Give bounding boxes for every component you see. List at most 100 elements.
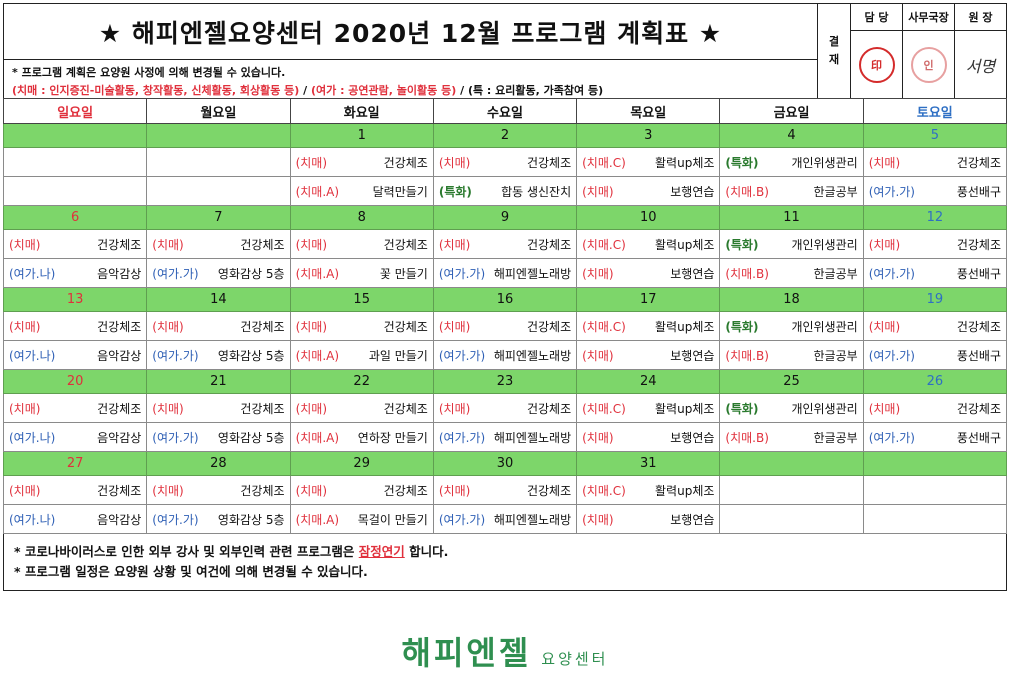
activity-category: (여가.가) [152,430,199,445]
activity: (치매) 건강체조 [439,154,571,171]
activity-cell [862,504,1008,534]
approval-col-staff: 담 당 印 [851,4,903,98]
activity-name: 건강체조 [526,155,572,170]
activity-name: 건강체조 [240,401,285,416]
notes: * 프로그램 계획은 요양원 사정에 의해 변경될 수 있습니다. (치매 : … [4,60,817,98]
activity-category: (여가.가) [868,184,915,199]
activity-cell: (치매.C) 활력up체조 [576,147,721,177]
activity-category: (치매) [152,237,184,252]
activity-category: (치매) [295,401,328,416]
stamp-icon: 인 [910,46,947,83]
activity-name: 보행연습 [670,512,715,527]
activity: (여가.가) 풍선배구 [869,183,1001,200]
activity-cell: (치매) 건강체조 [432,311,578,341]
activity: (여가.가) 영화감상 5층 [152,347,284,364]
activity-name: 활력up체조 [655,483,715,498]
activity-cell [146,176,291,206]
activity: (치매.A) 연하장 만들기 [296,429,428,446]
activity-category: (특화) [725,319,759,334]
activity-name: 개인위생관리 [791,319,858,334]
activity: (치매) 건강체조 [152,482,284,499]
date-cell: 4 [719,123,864,148]
activity: (치매) 보행연습 [582,347,714,364]
activity-cell: (치매.C) 활력up체조 [576,311,721,341]
activity: (치매) 보행연습 [582,183,714,200]
activity-category: (치매) [582,266,614,281]
activity-name: 해피엔젤노래방 [493,348,572,363]
activity-category: (특화) [725,237,759,252]
activity: (여가.가) 영화감상 5층 [152,265,284,282]
header: ★ 해피엔젤요양센터 2020년 12월 프로그램 계획표 ★ * 프로그램 계… [3,3,1007,98]
activity-name: 개인위생관리 [791,401,858,416]
activity-cell: (여가.가) 해피엔젤노래방 [432,504,578,534]
activity-cell: (치매) 보행연습 [576,422,721,452]
activity: (치매) 건강체조 [869,236,1001,253]
day-wednesday: 수요일 [432,98,578,124]
activity: (여가.가) 풍선배구 [869,265,1001,282]
activity-cell: (치매.B) 한글공부 [719,340,864,370]
activity: (여가.가) 해피엔젤노래방 [439,265,571,282]
activity-name: 영화감상 5층 [217,266,285,281]
activity: (치매) 건강체조 [152,318,284,335]
activity: (치매) 건강체조 [439,400,571,417]
activity-row: (치매) 건강체조 (치매) 건강체조 (치매) 건강체조 (치매) 건강체조 (치매.C) 활력… [2,311,1008,341]
activity: (여가.가) 해피엔젤노래방 [439,429,571,446]
activity-name: 건강체조 [526,401,572,416]
activity-row: (치매.A) 달력만들기 (특화) 합동 생신잔치 (치매) 보행연습 (치매.B) 한글공부… [2,176,1008,206]
activity: (치매) 건강체조 [296,318,428,335]
activity-cell: (치매) 건강체조 [862,229,1008,259]
activity-cell: (여가.가) 해피엔젤노래방 [432,422,578,452]
activity-name: 풍선배구 [956,430,1001,445]
activity-name: 건강체조 [383,155,428,170]
activity-category: (치매.C) [582,237,626,252]
activity-category: (치매) [152,401,184,416]
activity-name: 활력up체조 [655,319,715,334]
day-saturday: 토요일 [862,98,1008,124]
activity-cell: (치매) 건강체조 [862,147,1008,177]
approval-manager-box: 인 [903,31,954,98]
stamp-icon: 印 [858,46,895,83]
activity: (치매.C) 활력up체조 [582,400,714,417]
activity-cell: (치매.C) 활력up체조 [576,393,721,423]
activity-category: (치매) [438,319,471,334]
activity-name: 건강체조 [526,237,572,252]
date-cell: 2 [432,123,578,148]
footer-notes: * 코로나바이러스로 인한 외부 강사 및 외부인력 관련 프로그램은 잠정연기… [3,534,1007,591]
activity: (치매) 건강체조 [869,154,1001,171]
activity-name: 건강체조 [383,401,428,416]
activity-name: 영화감상 5층 [217,348,285,363]
activity-name: 꽃 만들기 [379,266,428,281]
activity: (치매.A) 과일 만들기 [296,347,428,364]
activity-name: 건강체조 [526,483,572,498]
activity-name: 영화감상 5층 [217,512,285,527]
activity-name: 건강체조 [240,319,285,334]
activity-category: (여가.가) [868,348,915,363]
activity-category: (치매) [582,184,614,199]
activity: (치매.A) 목걸이 만들기 [296,511,428,528]
activity-cell: (치매.B) 한글공부 [719,422,864,452]
week-date-row: 13 14 15 16 17 18 19 [2,287,1008,312]
activity-category: (여가.가) [152,348,199,363]
activity-cell: (여가.나) 음악감상 [2,504,148,534]
activity-cell: (여가.가) 영화감상 5층 [146,504,291,534]
activity-row: (여가.나) 음악감상 (여가.가) 영화감상 5층 (치매.A) 꽃 만들기 (여가.가)… [2,258,1008,288]
activity: (치매.C) 활력up체조 [582,236,714,253]
activity-category: (치매) [295,319,328,334]
activity-category: (치매) [152,483,184,498]
activity: (치매) 건강체조 [296,482,428,499]
activity-category: (특화) [438,184,472,199]
activity-cell [2,176,148,206]
activity-name: 건강체조 [383,483,428,498]
activity-name: 건강체조 [383,237,428,252]
activity-name: 건강체조 [240,483,285,498]
activity-category: (치매.B) [725,348,769,363]
activity-name: 건강체조 [97,483,142,498]
activity-row: (치매) 건강체조 (치매) 건강체조 (치매) 건강체조 (치매) 건강체조 (치매.C) 활력… [2,229,1008,259]
activity-category: (여가.가) [868,430,915,445]
activity: (여가.가) 풍선배구 [869,347,1001,364]
header-left: ★ 해피엔젤요양센터 2020년 12월 프로그램 계획표 ★ * 프로그램 계… [4,4,817,98]
activity-cell: (치매) 건강체조 [432,147,578,177]
date-cell: 31 [576,451,721,476]
activity-name: 음악감상 [97,512,142,527]
activity-category: (치매.B) [725,430,769,445]
